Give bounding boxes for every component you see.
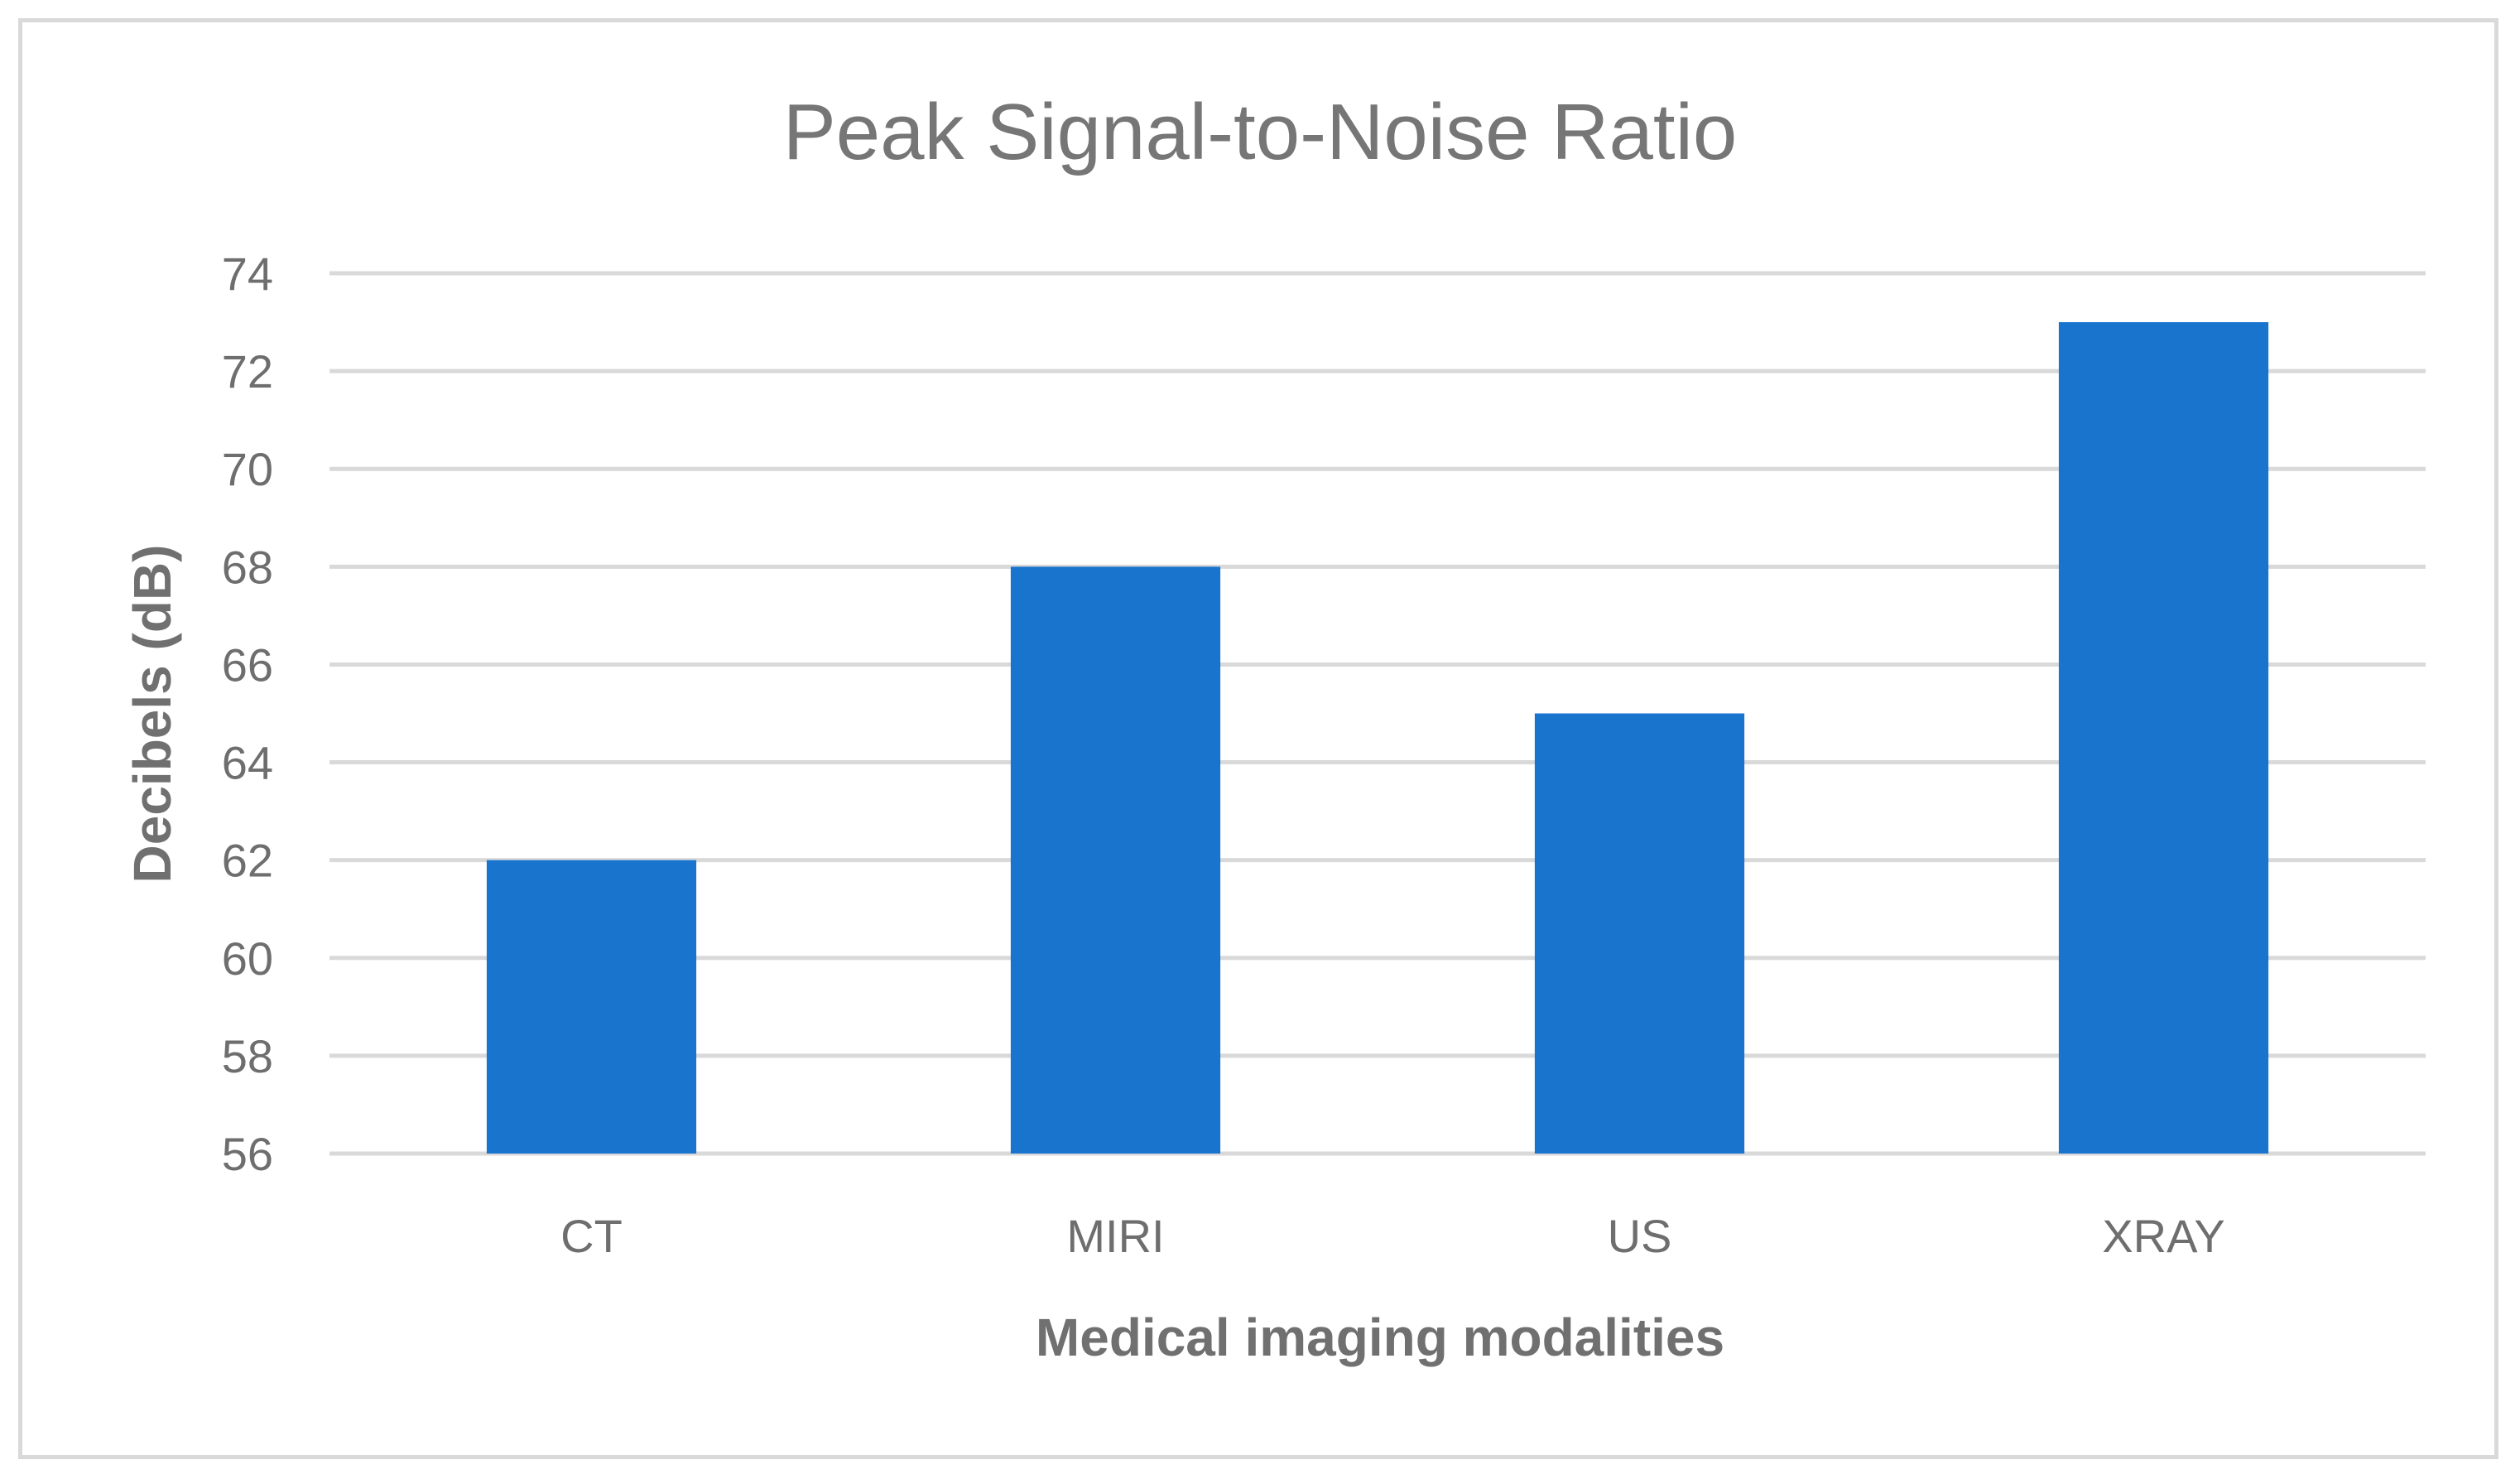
bar-xray — [2058, 322, 2269, 1154]
bar-ct — [486, 860, 697, 1154]
y-tick-label: 58 — [222, 1030, 273, 1082]
y-axis-ticks: 56 58 60 62 64 66 68 70 72 74 — [222, 248, 273, 1180]
y-tick-label: 62 — [222, 835, 273, 887]
y-tick-label: 56 — [222, 1128, 273, 1180]
x-tick-label-ct: CT — [560, 1210, 623, 1262]
bars — [486, 322, 2269, 1154]
y-tick-label: 64 — [222, 737, 273, 789]
x-tick-label-xray: XRAY — [2102, 1210, 2224, 1262]
chart-title: Peak Signal-to-Noise Ratio — [783, 88, 1738, 176]
x-axis-ticks: CT MIRI US XRAY — [560, 1210, 2225, 1262]
y-tick-label: 66 — [222, 638, 273, 691]
x-tick-label-us: US — [1608, 1210, 1672, 1262]
y-tick-label: 68 — [222, 541, 273, 593]
x-tick-label-miri: MIRI — [1066, 1210, 1164, 1262]
y-tick-label: 60 — [222, 932, 273, 985]
y-axis-title: Decibels (dB) — [123, 545, 182, 884]
y-tick-label: 72 — [222, 345, 273, 397]
y-tick-label: 74 — [222, 248, 273, 300]
bar-miri — [1010, 566, 1221, 1154]
y-tick-label: 70 — [222, 443, 273, 495]
x-axis-title: Medical imaging modalities — [1036, 1308, 1724, 1367]
bar-us — [1534, 713, 1745, 1154]
